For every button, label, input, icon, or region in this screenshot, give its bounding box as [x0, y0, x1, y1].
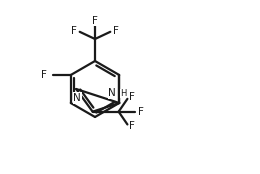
Text: F: F — [41, 70, 47, 80]
Text: N: N — [108, 88, 116, 98]
Text: F: F — [71, 26, 77, 36]
Text: F: F — [113, 26, 119, 36]
Text: F: F — [92, 16, 98, 26]
Text: F: F — [129, 92, 135, 102]
Text: F: F — [138, 107, 144, 117]
Text: F: F — [129, 121, 135, 131]
Text: H: H — [120, 89, 127, 98]
Text: N: N — [73, 93, 81, 103]
